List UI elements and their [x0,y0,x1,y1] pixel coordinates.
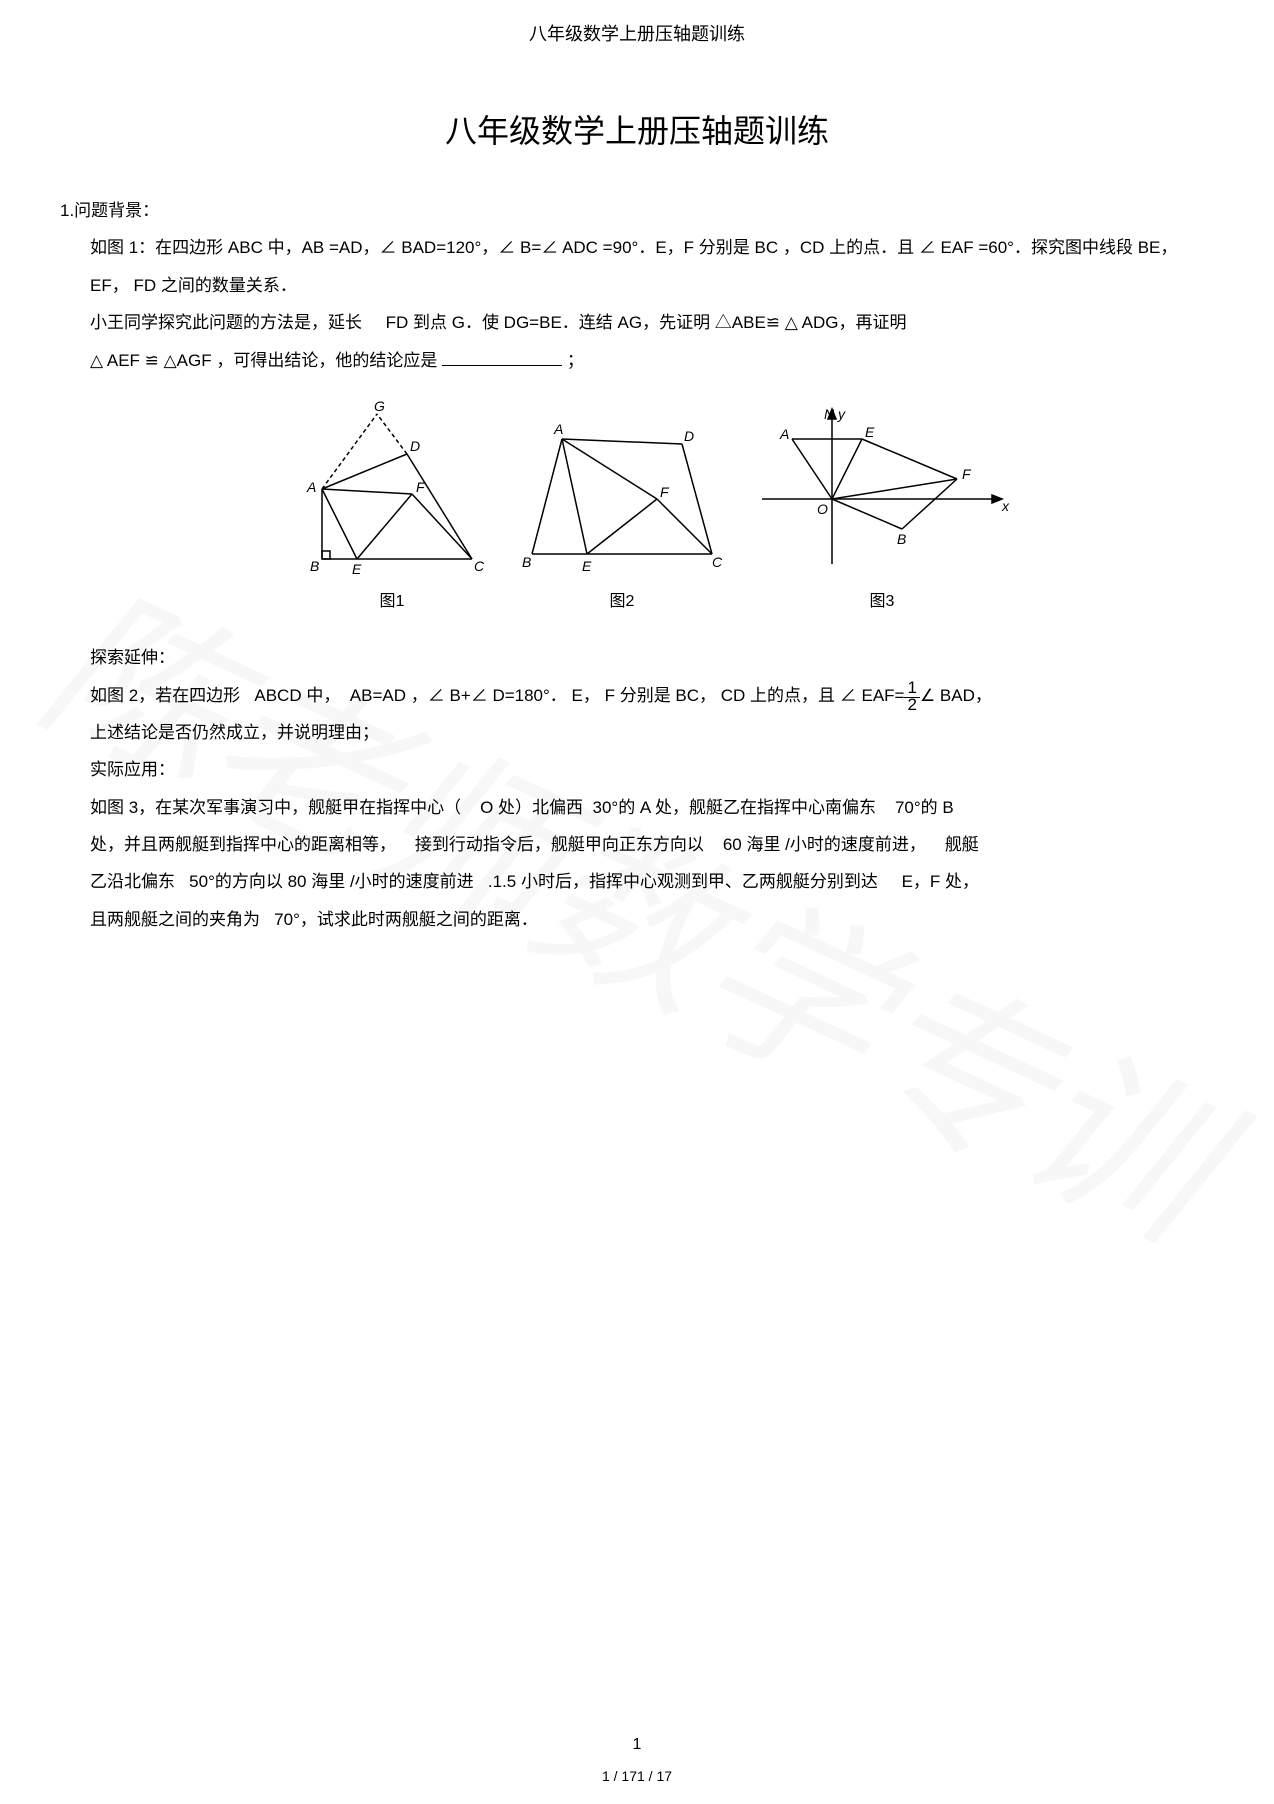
text-part: 舰艇 [945,835,979,854]
text-part: 处，并且两舰艇到指挥中心的距离相等， [90,835,396,854]
svg-text:G: G [374,399,385,414]
paragraph-2: 小王同学探究此问题的方法是，延长 FD 到点 G．使 DG=BE．连结 AG，先… [60,304,1214,341]
question-number: 1.问题背景： [60,192,1214,229]
figure-3: y N A E O B F x 图3 [752,399,1012,619]
paragraph-5: 上述结论是否仍然成立，并说明理由； [60,714,1214,751]
paragraph-8: 乙沿北偏东 50°的方向以 80 海里 /小时的速度前进 .1.5 小时后，指挥… [60,863,1214,900]
text-part: ； [567,351,584,370]
svg-text:y: y [837,406,846,422]
section-2-label: 探索延伸： [60,639,1214,676]
text-part: 50°的方向以 80 海里 /小时的速度前进 [189,872,474,891]
text-part: 乙沿北偏东 [90,872,175,891]
text-part: O 处）北偏西 [480,798,583,817]
svg-text:C: C [712,554,723,570]
figure-1-label: 图1 [380,584,405,619]
text-part: E，F 处， [902,872,979,891]
page-title: 八年级数学上册压轴题训练 [0,106,1274,152]
figure-3-svg: y N A E O B F x [752,399,1012,579]
svg-text:C: C [474,558,485,574]
paragraph-1: 如图 1：在四边形 ABC 中，AB =AD，∠ BAD=120°，∠ B=∠ … [60,229,1214,304]
paragraph-9: 且两舰艇之间的夹角为 70°，试求此时两舰艇之间的距离． [60,901,1214,938]
svg-text:F: F [416,479,426,495]
section-3-label: 实际应用： [60,751,1214,788]
fill-blank [442,348,562,366]
page-header: 八年级数学上册压轴题训练 [0,0,1274,46]
svg-text:B: B [310,558,319,574]
figure-2: A D F B E C 图2 [512,399,732,619]
text-part: ABCD 中， [254,686,340,705]
svg-text:A: A [306,479,316,495]
text-part: AB=AD ，∠ B+∠ D=180°． E， F 分别是 BC， CD 上的点… [350,686,905,705]
paragraph-7: 处，并且两舰艇到指挥中心的距离相等， 接到行动指令后，舰艇甲向正东方向以 60 … [60,826,1214,863]
figure-2-svg: A D F B E C [512,399,732,579]
paragraph-6: 如图 3，在某次军事演习中，舰艇甲在指挥中心（ O 处）北偏西 30°的 A 处… [60,789,1214,826]
paragraph-4: 如图 2，若在四边形 ABCD 中， AB=AD ，∠ B+∠ D=180°． … [60,677,1214,714]
svg-text:E: E [865,424,875,440]
text-part: 70°，试求此时两舰艇之间的距离． [274,910,538,929]
text-part: 如图 3，在某次军事演习中，舰艇甲在指挥中心（ [90,798,461,817]
svg-text:A: A [553,421,563,437]
page-number: 1 [633,1736,642,1754]
text-part: △ AEF ≌ △AGF ，可得出结论，他的结论应是 [90,351,437,370]
svg-text:D: D [684,428,694,444]
svg-text:E: E [352,561,362,577]
svg-text:D: D [410,438,420,454]
text-part: ∠ BAD， [920,686,992,705]
text-part: 60 海里 /小时的速度前进， [723,835,926,854]
paragraph-3: △ AEF ≌ △AGF ，可得出结论，他的结论应是 ； [60,342,1214,379]
svg-text:x: x [1001,498,1010,514]
text-part: 接到行动指令后，舰艇甲向正东方向以 [415,835,704,854]
text-part: 30°的 A 处，舰艇乙在指挥中心南偏东 [593,798,877,817]
figure-1-svg: G D A F B E C [292,399,492,579]
figures-row: G D A F B E C 图1 [60,399,1214,619]
content-area: 1.问题背景： 如图 1：在四边形 ABC 中，AB =AD，∠ BAD=120… [0,152,1274,968]
fraction: 12 [904,679,919,713]
text-part: 如图 2，若在四边形 [90,686,240,705]
fraction-denominator: 2 [904,695,919,714]
figure-2-label: 图2 [610,584,635,619]
svg-text:O: O [817,501,828,517]
svg-text:F: F [962,466,972,482]
text-part: 70°的 B [895,798,954,817]
text-part: 且两舰艇之间的夹角为 [90,910,260,929]
svg-text:B: B [897,531,906,547]
text-part: .1.5 小时后，指挥中心观测到甲、乙两舰艇分别到达 [488,872,878,891]
svg-text:N: N [824,406,835,422]
svg-text:A: A [779,426,789,442]
figure-1: G D A F B E C 图1 [292,399,492,619]
text-part: 小王同学探究此问题的方法是，延长 [90,313,362,332]
page-footer: 1 / 171 / 17 [602,1768,672,1784]
figure-3-label: 图3 [870,584,895,619]
svg-text:E: E [582,558,592,574]
svg-text:B: B [522,554,531,570]
text-part: FD 到点 G．使 DG=BE．连结 AG，先证明 △ABE≌ △ ADG，再证… [386,313,907,332]
svg-text:F: F [660,484,670,500]
